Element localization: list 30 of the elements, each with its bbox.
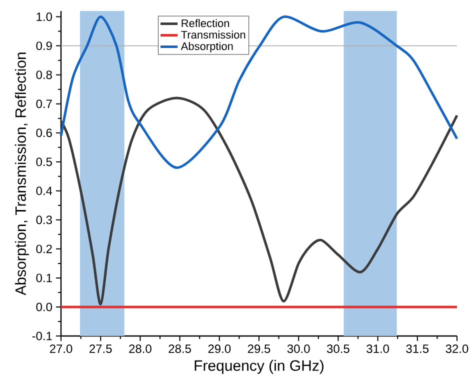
x-axis-title: Frequency (in GHz) [194,360,324,374]
line-series [60,16,458,169]
y-tick-label: 0.2 [36,244,52,254]
line-series [60,96,458,306]
x-tick-label: 29.0 [208,344,231,354]
y-tick-label: -0.1 [32,332,52,340]
legend-label: Reflection [182,19,230,28]
x-tick-label: 29.5 [248,344,270,354]
x-tick-label: 28.0 [129,344,152,354]
legend-label: Absorption [180,42,233,52]
x-tick-label: 32.0 [446,344,468,354]
x-tick-label: 27.5 [90,344,112,354]
x-tick-label: 31.0 [366,344,390,354]
y-tick-label: 0.9 [36,42,52,50]
y-axis-title: Absorption, Transmission, Reflection [14,52,29,296]
x-tick-label: 27.0 [50,344,72,354]
x-tick-label: 31.5 [406,344,429,354]
x-tick-label: 30.5 [326,344,350,354]
y-tick-label: 0.7 [36,100,52,108]
y-tick-label: 0.3 [36,216,52,224]
legend-label: Transmission [181,30,246,39]
x-tick-label: 28.5 [168,344,191,354]
y-tick-label: 0.5 [36,158,52,166]
y-tick-label: 1.0 [36,12,52,22]
y-tick-label: 0.8 [36,70,52,80]
y-tick-label: 0.6 [36,128,52,138]
y-tick-label: 0.0 [36,302,52,312]
x-tick-label: 30.0 [287,344,310,354]
y-tick-label: 0.4 [36,186,52,196]
y-tick-label: 0.1 [36,274,52,282]
